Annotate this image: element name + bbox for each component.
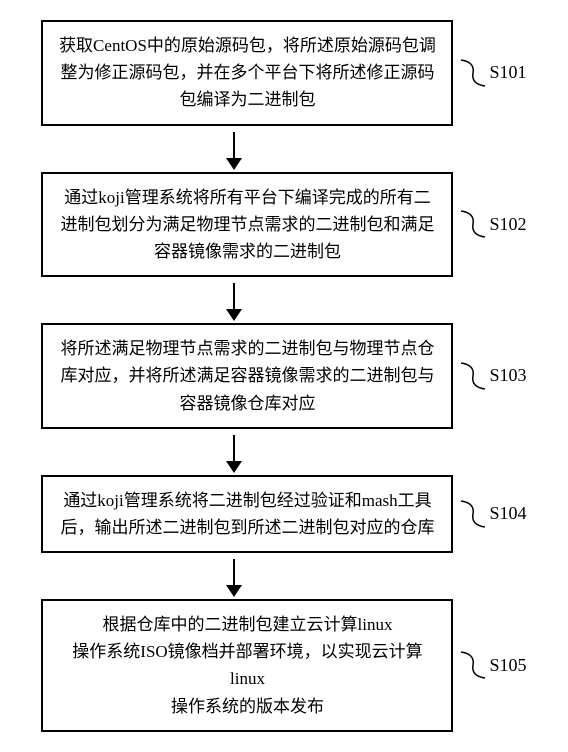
step-label-group-4: S104 (459, 497, 526, 531)
step-row-3: 将所述满足物理节点需求的二进制包与物理节点仓库对应，并将所述满足容器镜像需求的二… (10, 323, 558, 429)
arrow-1 (226, 132, 242, 170)
arrow-head-icon (226, 585, 242, 597)
step-label-group-1: S101 (459, 56, 526, 90)
arrow-4 (226, 559, 242, 597)
arrow-3 (226, 435, 242, 473)
step-box-5: 根据仓库中的二进制包建立云计算linux 操作系统ISO镜像档并部署环境，以实现… (41, 599, 453, 732)
curve-connector-icon (459, 56, 487, 90)
arrow-line (233, 283, 235, 309)
arrow-head-icon (226, 309, 242, 321)
step-label-1: S101 (489, 62, 526, 83)
step-label-4: S104 (489, 503, 526, 524)
arrow-line (233, 435, 235, 461)
step-label-group-2: S102 (459, 207, 526, 241)
step-row-2: 通过koji管理系统将所有平台下编译完成的所有二进制包划分为满足物理节点需求的二… (10, 172, 558, 278)
curve-connector-icon (459, 497, 487, 531)
curve-connector-icon (459, 207, 487, 241)
step-label-3: S103 (489, 365, 526, 386)
step-row-1: 获取CentOS中的原始源码包，将所述原始源码包调整为修正源码包，并在多个平台下… (10, 20, 558, 126)
arrow-2 (226, 283, 242, 321)
step-box-1: 获取CentOS中的原始源码包，将所述原始源码包调整为修正源码包，并在多个平台下… (41, 20, 453, 126)
step-row-5: 根据仓库中的二进制包建立云计算linux 操作系统ISO镜像档并部署环境，以实现… (10, 599, 558, 732)
curve-connector-icon (459, 359, 487, 393)
flowchart-container: 获取CentOS中的原始源码包，将所述原始源码包调整为修正源码包，并在多个平台下… (10, 20, 558, 732)
arrow-line (233, 559, 235, 585)
step-row-4: 通过koji管理系统将二进制包经过验证和mash工具后，输出所述二进制包到所述二… (10, 475, 558, 553)
arrow-head-icon (226, 461, 242, 473)
arrow-head-icon (226, 158, 242, 170)
step-label-group-3: S103 (459, 359, 526, 393)
step-box-3: 将所述满足物理节点需求的二进制包与物理节点仓库对应，并将所述满足容器镜像需求的二… (41, 323, 453, 429)
step-label-2: S102 (489, 214, 526, 235)
step-box-4: 通过koji管理系统将二进制包经过验证和mash工具后，输出所述二进制包到所述二… (41, 475, 453, 553)
step-label-5: S105 (489, 655, 526, 676)
step-box-2: 通过koji管理系统将所有平台下编译完成的所有二进制包划分为满足物理节点需求的二… (41, 172, 453, 278)
arrow-line (233, 132, 235, 158)
